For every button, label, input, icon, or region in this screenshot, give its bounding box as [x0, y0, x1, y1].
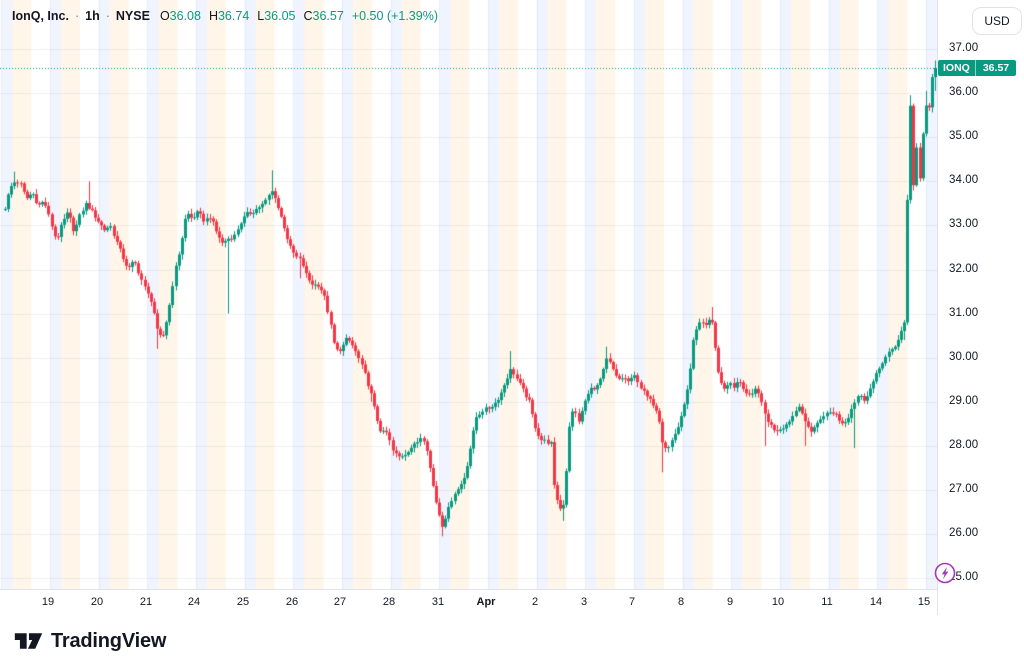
time-axis-label: 20 — [90, 596, 104, 608]
time-axis-label: Apr — [476, 596, 496, 608]
last-price-badge-value: 36.57 — [982, 61, 1010, 74]
price-change: +0.50 (+1.39%) — [351, 9, 438, 23]
time-axis[interactable]: 19 20 21 24 25 26 27 28 31 Apr 2 3 7 8 9 10 11 14 15 — [0, 589, 1024, 616]
brand-wordmark[interactable]: TradingView — [51, 629, 167, 652]
time-axis-label: 9 — [726, 596, 734, 608]
symbol-ohlc-legend: IonQ, Inc. · 1h · NYSE O36.08 H36.74 L36.0… — [12, 9, 438, 23]
time-axis-label: 15 — [917, 596, 931, 608]
flash-icon[interactable] — [934, 562, 956, 584]
price-axis-label: 27.00 — [949, 483, 979, 495]
tradingview-logo-icon[interactable] — [13, 629, 44, 654]
currency-unit-button[interactable]: USD — [972, 7, 1022, 35]
price-axis-label: 30.00 — [949, 350, 979, 363]
price-axis-label: 29.00 — [949, 394, 979, 407]
legend-separator: · — [105, 9, 110, 23]
price-axis-label: 33.00 — [949, 218, 979, 231]
price-axis-label: 35.00 — [949, 130, 979, 143]
time-axis-label: 27 — [333, 596, 347, 608]
time-axis-label: 8 — [677, 596, 685, 608]
time-axis-label: 28 — [382, 596, 396, 608]
price-axis-label: 36.00 — [949, 86, 979, 99]
time-axis-label: 21 — [139, 596, 153, 608]
exchange-label[interactable]: NYSE — [115, 9, 150, 23]
time-axis-label: 7 — [628, 596, 636, 608]
price-axis-label: 25.00 — [949, 571, 979, 584]
time-axis-label: 19 — [41, 596, 55, 608]
ohlc-c: C36.57 — [303, 9, 344, 23]
price-axis-label: 32.00 — [949, 262, 979, 275]
time-axis-label: 10 — [771, 596, 785, 608]
price-axis-label: 28.00 — [949, 438, 979, 451]
ohlc-o: O36.08 — [159, 9, 201, 23]
price-axis-label: 26.00 — [949, 527, 979, 540]
ohlc-l: L36.05 — [257, 9, 296, 23]
last-price-badge-symbol: IONQ — [938, 59, 976, 76]
last-price-badge: IONQ 36.57 — [938, 59, 1017, 76]
price-axis-label: 37.00 — [949, 42, 979, 54]
time-axis-label: 11 — [821, 596, 833, 608]
time-axis-label: 26 — [285, 596, 299, 608]
interval-label[interactable]: 1h — [85, 9, 100, 23]
legend-separator: · — [74, 9, 80, 23]
price-axis-label: 31.00 — [949, 306, 979, 319]
price-axis-label: 34.00 — [949, 174, 979, 187]
ohlc-values: O36.08 H36.74 L36.05 C36.57 — [160, 9, 344, 23]
time-axis-label: 24 — [187, 596, 201, 608]
footer: TradingView — [0, 615, 1024, 667]
symbol-title[interactable]: IonQ, Inc. — [12, 9, 69, 23]
time-axis-label: 2 — [531, 596, 539, 608]
time-axis-label: 31 — [431, 596, 445, 608]
time-axis-label: 14 — [869, 596, 883, 608]
price-axis[interactable]: USD 37.00 36.00 35.00 34.00 33.00 32.00 31.00 3… — [937, 0, 1024, 615]
time-axis-label: 25 — [236, 596, 250, 608]
ohlc-h: H36.74 — [208, 9, 250, 23]
time-axis-label: 3 — [580, 596, 588, 608]
candlestick-chart-canvas[interactable] — [0, 0, 937, 589]
